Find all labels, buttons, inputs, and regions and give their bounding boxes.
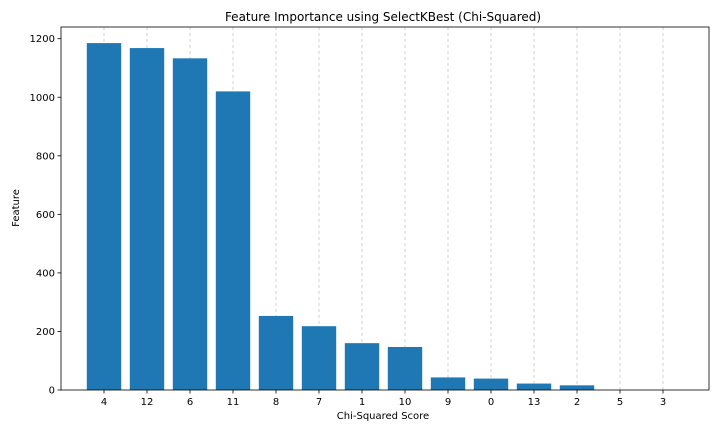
bar-13 [516,383,552,390]
bar-1 [344,343,380,390]
y-tick-layer: 0 200 400 600 800 1000 1200 [30,34,61,397]
x-tick-label: 2 [574,397,580,408]
y-tick-label: 0 [49,386,55,397]
y-tick-label: 600 [36,210,55,221]
x-tick-label: 10 [399,397,412,408]
x-axis-label: Chi-Squared Score [337,411,429,422]
x-tick-label: 8 [273,397,279,408]
bar-7 [301,326,337,390]
bar-8 [258,315,294,390]
y-tick-label: 800 [36,151,55,162]
chart-title: Feature Importance using SelectKBest (Ch… [225,10,541,24]
x-tick-label: 6 [187,397,193,408]
bar-4 [86,43,122,391]
bar-9 [430,377,466,390]
x-tick-label: 9 [445,397,451,408]
bar-6 [172,58,208,390]
x-tick-label: 7 [316,397,322,408]
bar-11 [215,91,251,390]
x-tick-label: 13 [528,397,541,408]
x-tick-label: 4 [101,397,107,408]
bar-layer [86,43,595,391]
x-tick-label: 1 [359,397,365,408]
y-tick-label: 1200 [30,34,55,45]
bar-10 [387,346,423,390]
bar-2 [559,385,595,390]
bar-0 [473,378,509,390]
plot-frame [60,26,710,391]
y-tick-label: 400 [36,268,55,279]
x-tick-label: 11 [227,397,240,408]
grid-layer [103,27,664,390]
x-tick-label: 5 [617,397,623,408]
x-tick-label: 12 [141,397,154,408]
y-tick-label: 1000 [30,93,55,104]
y-axis-label: Feature [11,189,22,227]
x-tick-label: 0 [488,397,494,408]
bar-12 [129,48,165,390]
x-tick-layer: 4 12 6 11 8 7 1 10 9 0 13 2 5 3 [101,390,666,408]
x-tick-label: 3 [660,397,666,408]
y-tick-label: 200 [36,327,55,338]
